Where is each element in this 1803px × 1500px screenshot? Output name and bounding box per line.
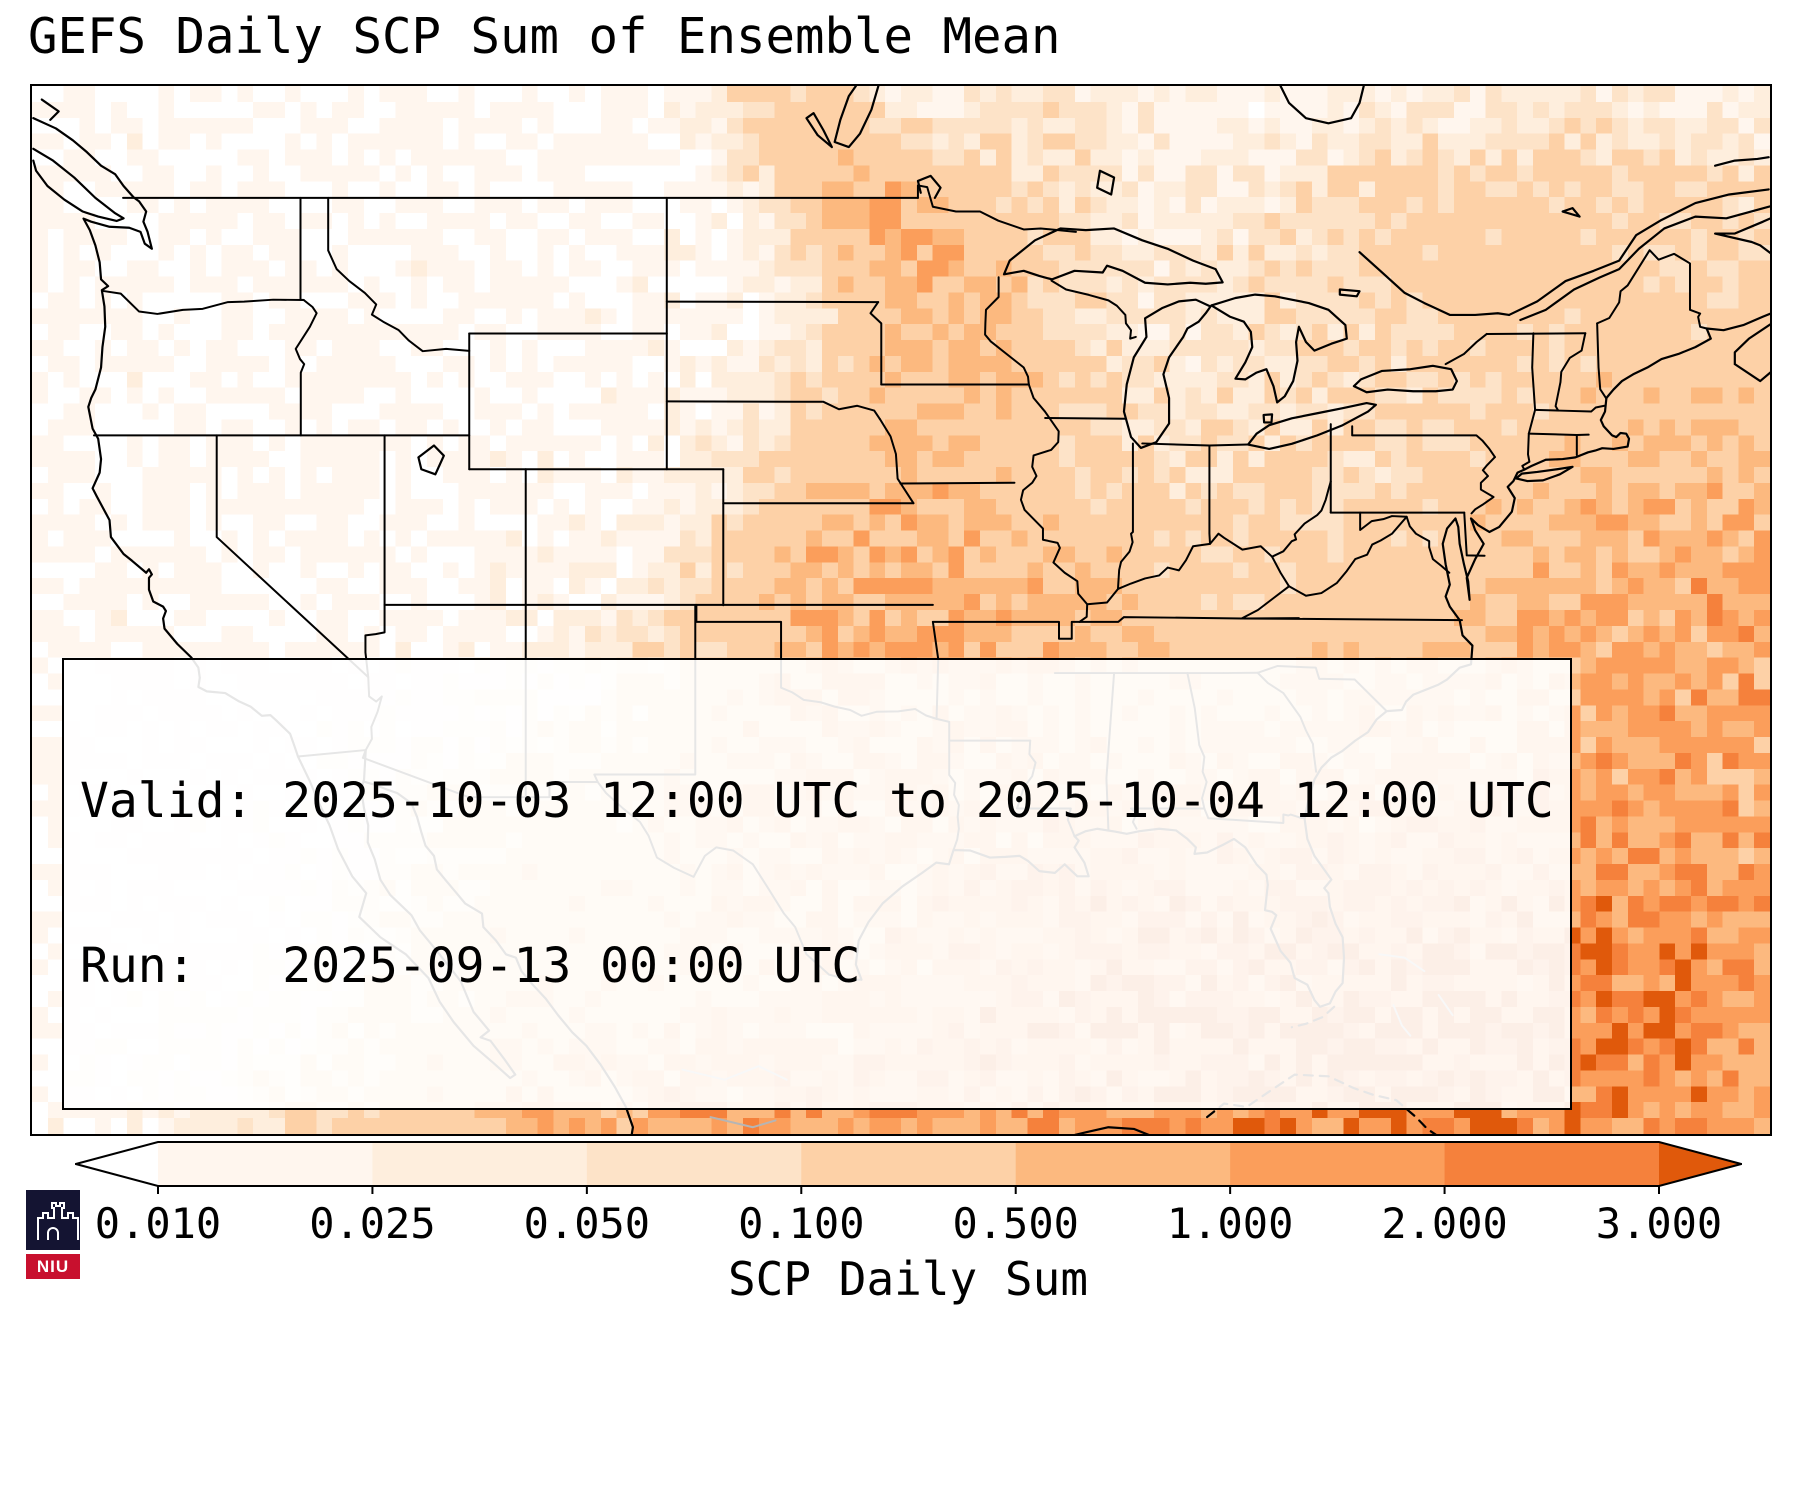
colorbar-tick-label: 0.025 bbox=[309, 1199, 436, 1248]
colorbar-tick-label: 1.000 bbox=[1166, 1199, 1294, 1248]
colorbar-gradient-bar bbox=[71, 1141, 1746, 1194]
niu-castle-icon bbox=[26, 1190, 80, 1250]
validity-info-box: Valid: 2025-10-03 12:00 UTC to 2025-10-0… bbox=[62, 658, 1572, 1110]
colorbar-tick-label: 0.100 bbox=[738, 1199, 865, 1248]
colorbar-tick-label: 0.050 bbox=[523, 1199, 651, 1248]
niu-logo: NIU bbox=[26, 1190, 80, 1279]
colorbar bbox=[71, 1141, 1746, 1199]
map-panel: Valid: 2025-10-03 12:00 UTC to 2025-10-0… bbox=[30, 84, 1772, 1136]
colorbar-tick-label: 2.000 bbox=[1381, 1199, 1508, 1248]
run-time-text: Run: 2025-09-13 00:00 UTC bbox=[80, 938, 861, 994]
colorbar-tick-label: 0.500 bbox=[952, 1199, 1079, 1248]
niu-logo-text: NIU bbox=[26, 1254, 80, 1279]
colorbar-tick-label: 0.010 bbox=[94, 1199, 222, 1248]
niu-castle-outline bbox=[37, 1202, 79, 1240]
niu-castle-gate bbox=[47, 1227, 59, 1240]
niu-shield-background bbox=[26, 1190, 80, 1250]
valid-time-text: Valid: 2025-10-03 12:00 UTC to 2025-10-0… bbox=[80, 773, 1554, 829]
figure-title: GEFS Daily SCP Sum of Ensemble Mean bbox=[28, 8, 1061, 65]
colorbar-tick-label: 3.000 bbox=[1595, 1199, 1723, 1248]
colorbar-label: SCP Daily Sum bbox=[727, 1252, 1089, 1306]
